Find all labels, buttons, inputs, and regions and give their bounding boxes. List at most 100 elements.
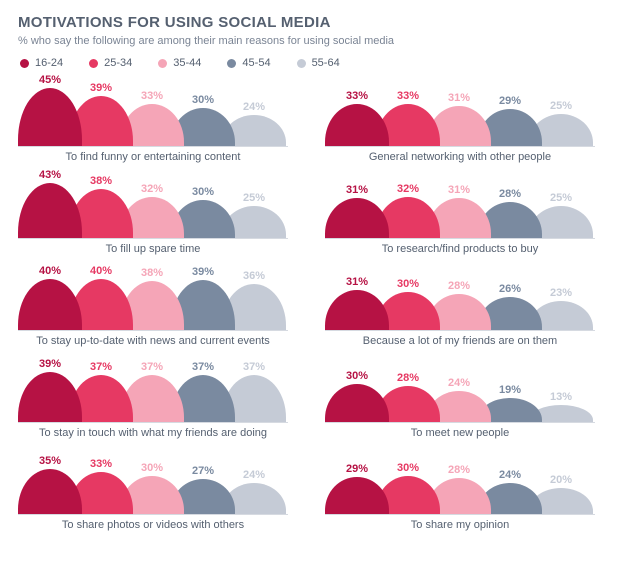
chart-value-label: 30% [192, 94, 214, 106]
chart-value-label: 30% [192, 186, 214, 198]
chart-value-label: 25% [243, 192, 265, 204]
legend-label: 45-54 [242, 57, 270, 69]
chart-cell: 29%30%28%24%20%To share my opinion [325, 451, 600, 531]
chart-value-label: 31% [448, 184, 470, 196]
legend-item: 45-54 [227, 57, 270, 69]
legend-item: 55-64 [297, 57, 340, 69]
chart-value-label: 38% [141, 267, 163, 279]
chart-humps: 33% 33% 31% 29% 25% [325, 83, 595, 147]
chart-caption: To fill up spare time [18, 243, 288, 255]
chart-caption: To share photos or videos with others [18, 519, 288, 531]
chart-hump [325, 198, 389, 238]
legend-label: 35-44 [173, 57, 201, 69]
chart-value-label: 39% [39, 358, 61, 370]
chart-value-label: 40% [39, 265, 61, 277]
chart-value-label: 29% [499, 95, 521, 107]
chart-value-label: 28% [448, 464, 470, 476]
legend-dot [89, 59, 98, 68]
chart-value-label: 26% [499, 283, 521, 295]
charts-grid: 45%39%33%30%24%To find funny or entertai… [18, 83, 600, 531]
page-title: MOTIVATIONS FOR USING SOCIAL MEDIA [18, 14, 600, 31]
chart-value-label: 20% [550, 474, 572, 486]
chart-hump [18, 279, 82, 330]
chart-value-label: 31% [448, 92, 470, 104]
chart-value-label: 32% [397, 183, 419, 195]
chart-value-label: 36% [243, 270, 265, 282]
legend-item: 25-34 [89, 57, 132, 69]
chart-value-label: 29% [346, 463, 368, 475]
chart-value-label: 33% [90, 458, 112, 470]
chart-caption: To research/find products to buy [325, 243, 595, 255]
chart-cell: 30% 28% 24% 19% 13% To meet new people [325, 359, 600, 439]
chart-caption: To stay up-to-date with news and current… [18, 335, 288, 347]
chart-value-label: 39% [192, 266, 214, 278]
chart-humps: 35% 33% 30% 27% 24% [18, 451, 288, 515]
chart-cell: 33% 33% 31% 29% 25% General networking with o… [325, 83, 600, 163]
chart-value-label: 24% [448, 377, 470, 389]
chart-humps: 40% 40% 38% 39% 36% [18, 267, 288, 331]
chart-value-label: 35% [39, 455, 61, 467]
chart-hump [325, 104, 389, 146]
legend-item: 16-24 [20, 57, 63, 69]
chart-caption: To find funny or entertaining content [18, 151, 288, 163]
chart-value-label: 33% [397, 90, 419, 102]
page-subtitle: % who say the following are among their … [18, 35, 600, 47]
legend-dot [297, 59, 306, 68]
chart-value-label: 33% [346, 90, 368, 102]
chart-value-label: 39% [90, 82, 112, 94]
legend: 16-24 25-34 35-44 45-54 55-64 [18, 57, 600, 69]
chart-caption: General networking with other people [325, 151, 595, 163]
chart-hump [325, 290, 389, 330]
chart-value-label: 30% [141, 462, 163, 474]
chart-humps: 43%38%32%30%25% [18, 175, 288, 239]
chart-value-label: 30% [397, 462, 419, 474]
chart-cell: 39%37%37%37%37%To stay in touch with wha… [18, 359, 293, 439]
chart-value-label: 30% [346, 370, 368, 382]
chart-value-label: 28% [397, 372, 419, 384]
chart-value-label: 37% [141, 361, 163, 373]
chart-hump [325, 477, 389, 514]
chart-cell: 45%39%33%30%24%To find funny or entertai… [18, 83, 293, 163]
chart-caption: Because a lot of my friends are on them [325, 335, 595, 347]
chart-value-label: 13% [550, 391, 572, 403]
legend-label: 25-34 [104, 57, 132, 69]
chart-value-label: 37% [243, 361, 265, 373]
chart-cell: 35% 33% 30% 27% 24% To share photos or videos… [18, 451, 293, 531]
chart-caption: To stay in touch with what my friends ar… [18, 427, 288, 439]
chart-value-label: 25% [550, 100, 572, 112]
chart-value-label: 23% [550, 287, 572, 299]
chart-cell: 31%30%28%26%23%Because a lot of my frien… [325, 267, 600, 347]
chart-value-label: 43% [39, 169, 61, 181]
chart-humps: 30% 28% 24% 19% 13% [325, 359, 595, 423]
chart-humps: 31% 32% 31% 28% 25% [325, 175, 595, 239]
chart-humps: 29%30%28%24%20% [325, 451, 595, 515]
chart-value-label: 31% [346, 184, 368, 196]
legend-dot [20, 59, 29, 68]
chart-value-label: 19% [499, 384, 521, 396]
chart-caption: To meet new people [325, 427, 595, 439]
chart-value-label: 24% [243, 469, 265, 481]
chart-value-label: 40% [90, 265, 112, 277]
chart-value-label: 38% [90, 175, 112, 187]
chart-value-label: 45% [39, 74, 61, 86]
chart-hump [18, 88, 82, 146]
legend-item: 35-44 [158, 57, 201, 69]
chart-value-label: 28% [448, 280, 470, 292]
legend-label: 55-64 [312, 57, 340, 69]
chart-cell: 40% 40% 38% 39% 36% To stay up-to-date with n… [18, 267, 293, 347]
legend-dot [158, 59, 167, 68]
chart-value-label: 32% [141, 183, 163, 195]
chart-hump [18, 183, 82, 238]
chart-value-label: 28% [499, 188, 521, 200]
chart-caption: To share my opinion [325, 519, 595, 531]
legend-dot [227, 59, 236, 68]
chart-humps: 31%30%28%26%23% [325, 267, 595, 331]
chart-hump [18, 372, 82, 422]
chart-value-label: 27% [192, 465, 214, 477]
chart-value-label: 31% [346, 276, 368, 288]
chart-hump [18, 469, 82, 514]
chart-value-label: 25% [550, 192, 572, 204]
legend-label: 16-24 [35, 57, 63, 69]
chart-hump [325, 384, 389, 422]
chart-humps: 39%37%37%37%37% [18, 359, 288, 423]
